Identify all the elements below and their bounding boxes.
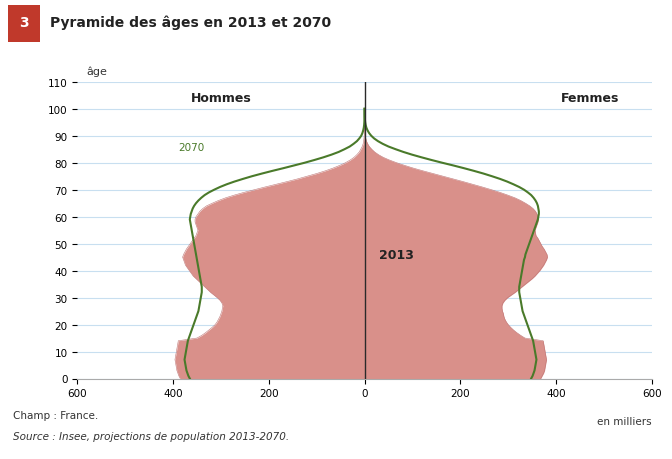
Text: 3: 3 [19,16,29,30]
Text: Champ : France.: Champ : France. [13,410,99,420]
Text: 2070: 2070 [178,142,204,152]
Text: en milliers: en milliers [597,416,652,426]
Text: Source : Insee, projections de population 2013-2070.: Source : Insee, projections de populatio… [13,431,290,441]
Text: Femmes: Femmes [560,92,619,105]
Text: 2013: 2013 [379,248,414,261]
Text: âge: âge [87,67,108,77]
Text: Hommes: Hommes [191,92,251,105]
FancyBboxPatch shape [8,6,40,42]
Text: Pyramide des âges en 2013 et 2070: Pyramide des âges en 2013 et 2070 [50,16,331,30]
